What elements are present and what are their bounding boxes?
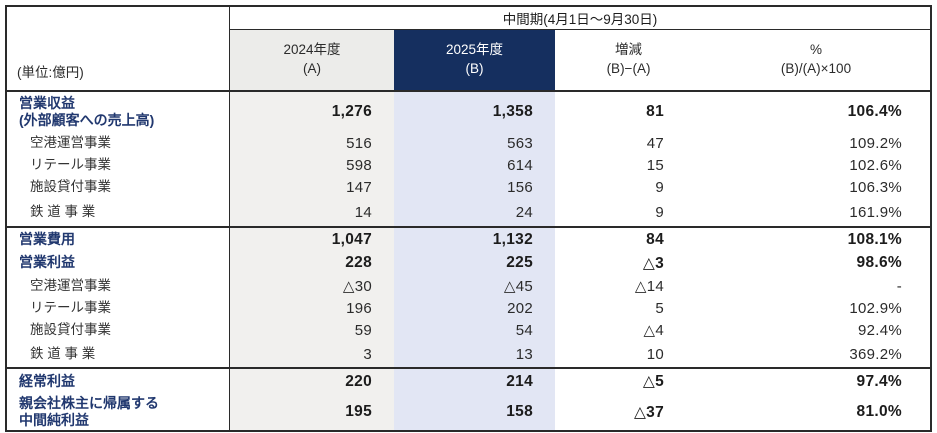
value-2024: 196 (230, 297, 394, 319)
column-header-2025-year: 2025年度 (445, 42, 504, 58)
value-2025: △45 (394, 275, 555, 297)
value-2024: 516 (230, 132, 394, 154)
row-label: 施設貸付事業 (7, 319, 230, 341)
table-row: 施設貸付事業 59 54 △4 92.4% (7, 319, 930, 341)
table-row: 営業利益 228 225 △3 98.6% (7, 251, 930, 275)
value-diff: 47 (646, 134, 664, 152)
row-label: 営業費用 (7, 228, 230, 251)
value-2024: 59 (230, 319, 394, 341)
value-pct: 109.2% (849, 134, 902, 152)
value-2024: 147 (230, 176, 394, 198)
row-label: 営業収益 (外部顧客への売上高) (7, 92, 230, 132)
value-diff: △4 (643, 322, 664, 339)
row-label: 施設貸付事業 (7, 176, 230, 198)
row-label: 鉄 道 事 業 (7, 341, 230, 367)
column-header-2024-key: (A) (303, 61, 321, 76)
value-2025: 214 (394, 369, 555, 394)
row-label-line1: 親会社株主に帰属する (19, 394, 159, 411)
value-diff: 15 (646, 156, 664, 174)
column-header-diff-formula: (B)−(A) (606, 61, 651, 76)
table-row: 営業収益 (外部顧客への売上高) 1,276 1,358 81 106.4% (7, 92, 930, 132)
row-label: リテール事業 (7, 297, 230, 319)
value-2025: 563 (394, 132, 555, 154)
column-header-pct-formula: (B)/(A)×100 (780, 61, 852, 76)
value-2025: 614 (394, 154, 555, 176)
value-diff: 84 (646, 230, 664, 248)
value-pct: 81.0% (856, 403, 902, 420)
table-row: 親会社株主に帰属する 中間純利益 195 158 △37 81.0% (7, 394, 930, 430)
column-header-2025: 2025年度 (B) (394, 30, 555, 90)
value-diff: 9 (655, 203, 664, 221)
value-pct: 102.6% (849, 156, 902, 174)
value-2025: 156 (394, 176, 555, 198)
table-row: 施設貸付事業 147 156 9 106.3% (7, 176, 930, 198)
value-2024: 1,276 (230, 92, 394, 132)
table-row: 鉄 道 事 業 3 13 10 369.2% (7, 341, 930, 367)
value-diff: △5 (642, 373, 664, 390)
value-2025: 202 (394, 297, 555, 319)
value-pct: 106.3% (849, 178, 902, 196)
table-row: 空港運営事業 516 563 47 109.2% (7, 132, 930, 154)
period-header: 中間期(4月1日〜9月30日) (230, 7, 930, 30)
column-header-2024-year: 2024年度 (283, 42, 341, 58)
column-header-pct-title: % (809, 42, 822, 58)
value-pct: 369.2% (849, 345, 902, 363)
row-label: 空港運営事業 (7, 275, 230, 297)
row-label: 親会社株主に帰属する 中間純利益 (7, 394, 230, 430)
value-2025: 1,132 (394, 228, 555, 251)
value-pct: 98.6% (856, 254, 902, 271)
table-row: 営業費用 1,047 1,132 84 108.1% (7, 226, 930, 251)
value-2024: 228 (230, 251, 394, 275)
value-2024: △30 (230, 275, 394, 297)
value-pct: 161.9% (849, 203, 902, 221)
row-label: 空港運営事業 (7, 132, 230, 154)
value-pct: 102.9% (849, 299, 902, 317)
table-row: 鉄 道 事 業 14 24 9 161.9% (7, 198, 930, 226)
value-diff: 10 (646, 345, 664, 363)
value-2024: 14 (230, 198, 394, 226)
table-row: リテール事業 196 202 5 102.9% (7, 297, 930, 319)
value-pct: 106.4% (847, 103, 902, 120)
table-row: リテール事業 598 614 15 102.6% (7, 154, 930, 176)
value-2024: 598 (230, 154, 394, 176)
value-diff: △37 (633, 403, 664, 421)
value-2024: 195 (230, 394, 394, 430)
row-label-line1: 営業収益 (19, 94, 75, 111)
value-pct: 108.1% (847, 230, 902, 248)
row-label-line2: (外部顧客への売上高) (19, 112, 155, 128)
column-header-pct: % (B)/(A)×100 (702, 30, 930, 90)
table-row: 経常利益 220 214 △5 97.4% (7, 367, 930, 394)
value-diff: 81 (646, 103, 664, 120)
value-2025: 225 (394, 251, 555, 275)
value-2024: 3 (230, 341, 394, 367)
column-header-diff: 増減 (B)−(A) (555, 30, 702, 90)
value-2024: 1,047 (230, 228, 394, 251)
unit-label: (単位:億円) (7, 7, 230, 90)
value-pct: - (896, 277, 902, 295)
table-header: (単位:億円) 中間期(4月1日〜9月30日) 2024年度 (A) 2025年… (7, 7, 930, 92)
row-label: リテール事業 (7, 154, 230, 176)
value-2024: 220 (230, 369, 394, 394)
row-label-line2: 中間純利益 (19, 412, 89, 428)
value-diff: △3 (642, 254, 664, 272)
value-2025: 24 (394, 198, 555, 226)
row-label: 経常利益 (7, 369, 230, 394)
row-label: 営業利益 (7, 251, 230, 275)
value-diff: △14 (634, 278, 664, 295)
column-header-2025-key: (B) (465, 61, 484, 76)
table-row: 空港運営事業 △30 △45 △14 - (7, 275, 930, 297)
value-diff: 5 (655, 299, 664, 317)
value-2025: 54 (394, 319, 555, 341)
value-pct: 97.4% (856, 372, 902, 390)
value-2025: 158 (394, 394, 555, 430)
row-label: 鉄 道 事 業 (7, 198, 230, 226)
value-2025: 1,358 (394, 92, 555, 132)
value-pct: 92.4% (857, 321, 902, 339)
value-2025: 13 (394, 341, 555, 367)
financial-results-table: (単位:億円) 中間期(4月1日〜9月30日) 2024年度 (A) 2025年… (5, 5, 932, 432)
table-body: 営業収益 (外部顧客への売上高) 1,276 1,358 81 106.4% 空… (7, 92, 930, 430)
column-header-diff-title: 増減 (615, 42, 642, 58)
column-header-2024: 2024年度 (A) (230, 30, 394, 90)
value-diff: 9 (655, 178, 664, 196)
